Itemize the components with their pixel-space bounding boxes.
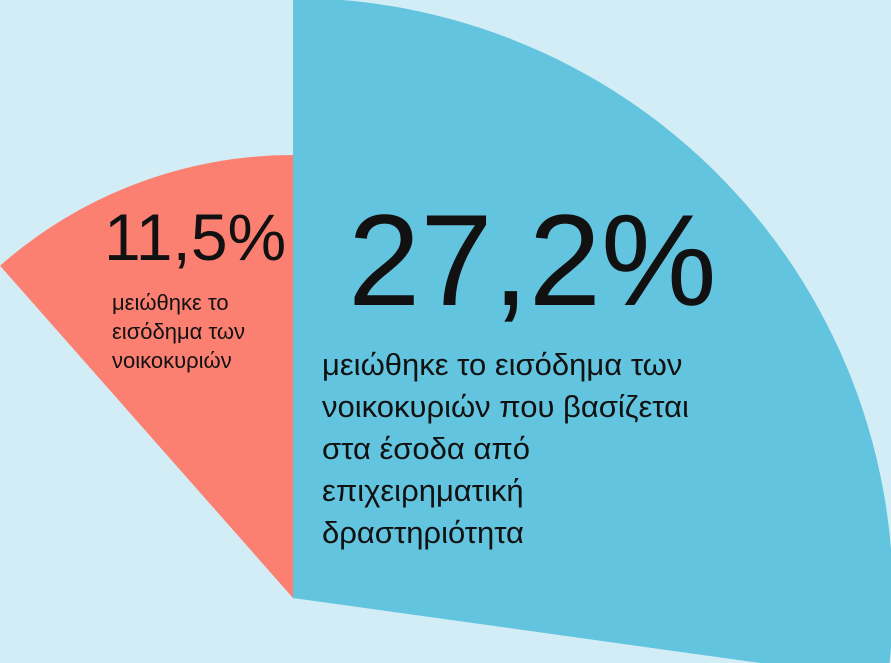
value-label: 11,5% xyxy=(104,200,287,274)
category-label: μειώθηκε το εισόδημα των νοικοκυριών xyxy=(112,290,246,373)
value-label: 27,2% xyxy=(348,187,717,333)
wedge xyxy=(0,155,293,598)
category-label: μειώθηκε το εισόδημα των νοικοκυριών που… xyxy=(322,347,689,550)
wedge xyxy=(293,0,891,663)
